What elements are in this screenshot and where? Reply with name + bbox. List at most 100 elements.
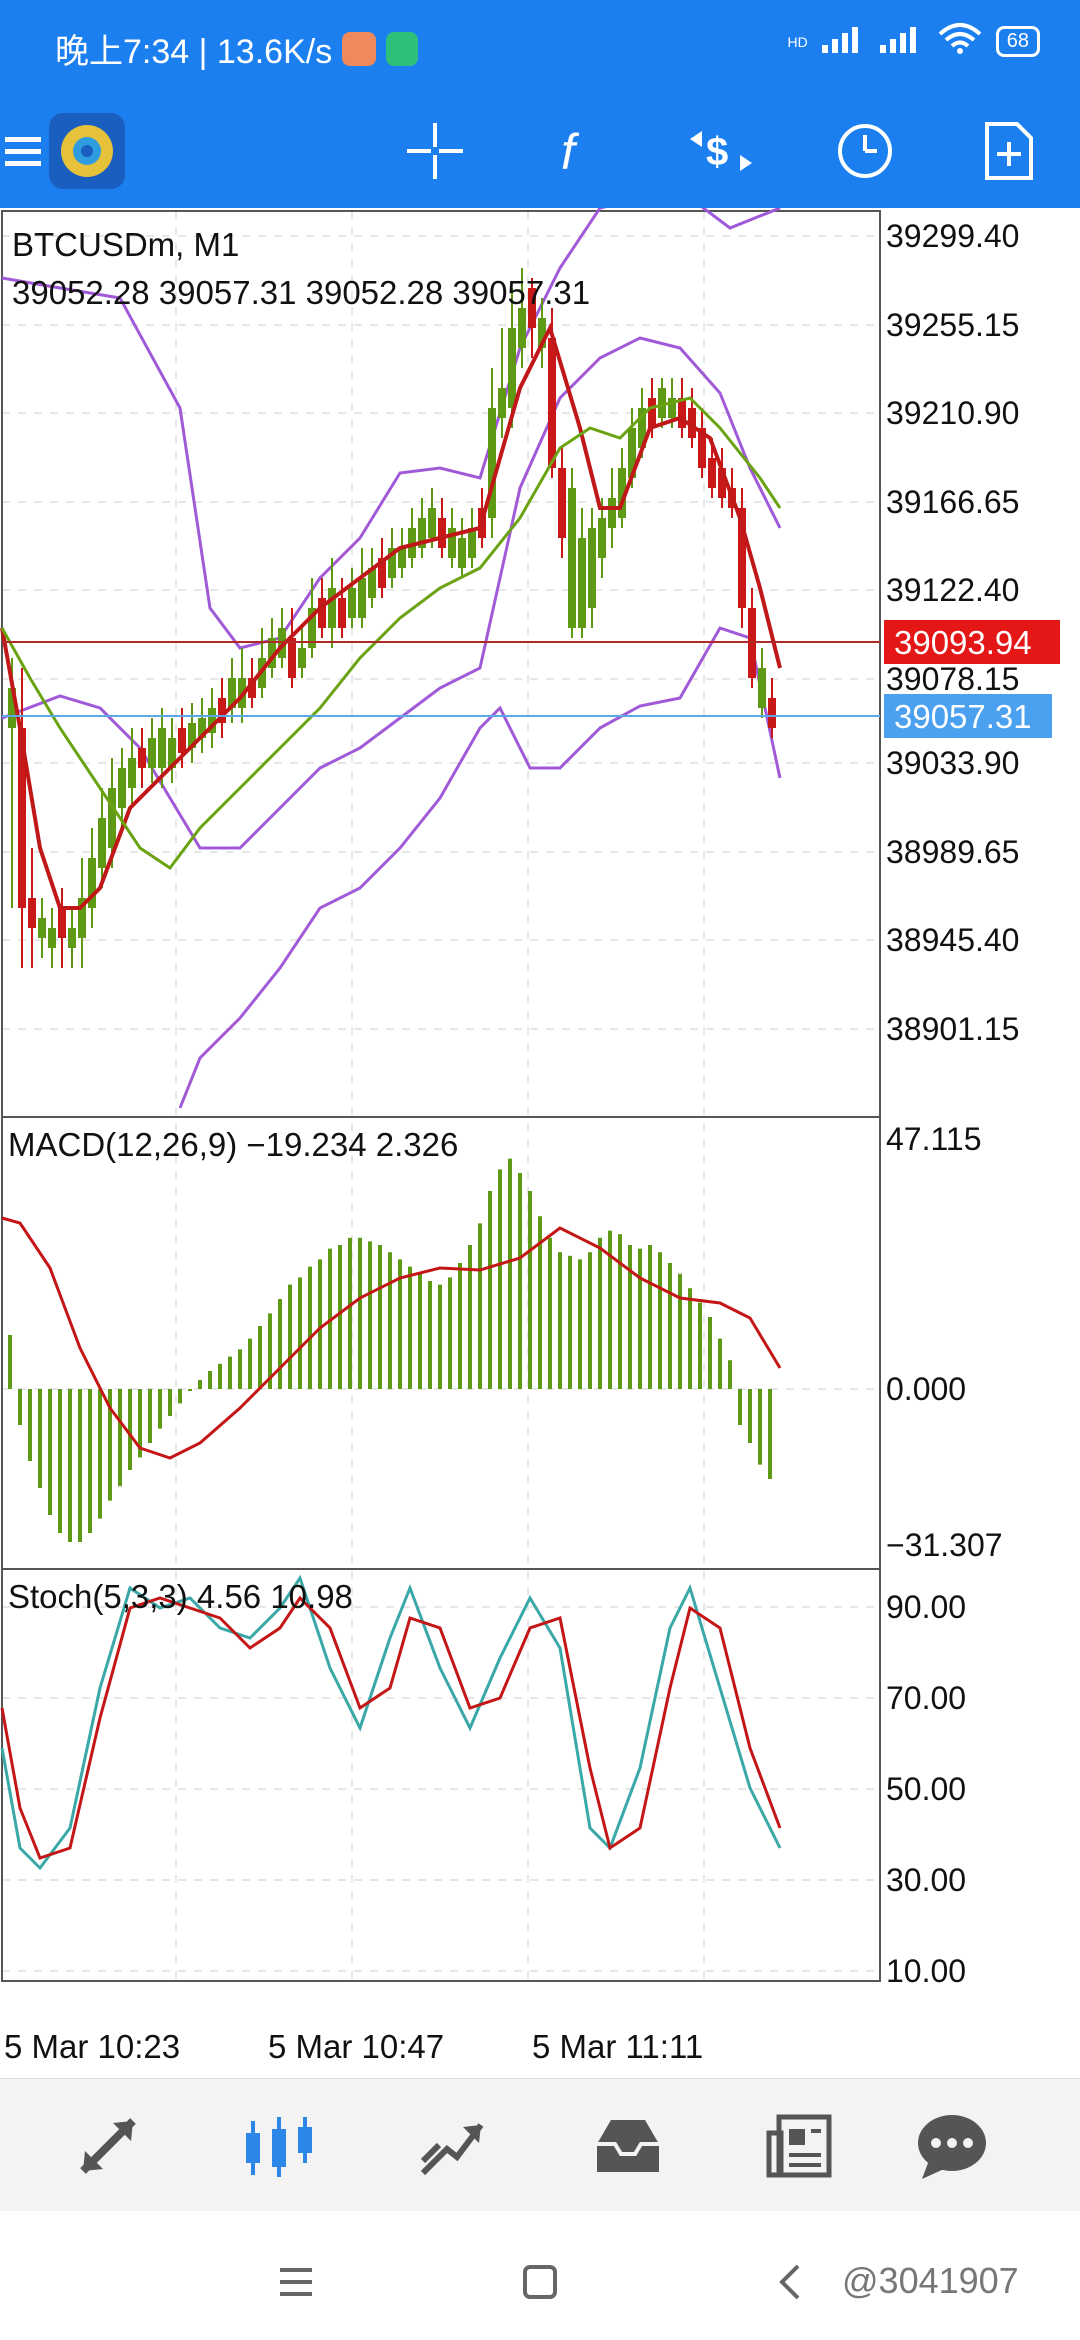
macd-bar [368,1241,372,1389]
crosshair-icon[interactable] [390,106,480,196]
macd-bar [498,1169,502,1389]
macd-bar [718,1338,722,1389]
back-icon[interactable] [760,2252,820,2312]
candle-body [558,468,566,538]
history-icon[interactable] [578,2101,678,2191]
macd-bar [608,1230,612,1389]
menu-icon[interactable] [0,106,70,196]
bid-price-badge [884,694,1052,738]
clock-icon[interactable] [820,106,910,196]
macd-signal-line [1,1216,782,1460]
hd-signal-icon: HD [787,33,808,50]
macd-bar [268,1313,272,1389]
candle-body [328,588,336,628]
macd-bar [108,1389,112,1501]
macd-bar [698,1302,702,1389]
app-notification-icon [342,31,377,66]
trade-icon[interactable]: $ [676,106,766,196]
stoch-axis: 90.00 70.00 50.00 30.00 10.00 [886,1589,966,1989]
chart-area[interactable]: 39299.40 39255.15 39210.90 39166.65 3912… [0,196,1080,2070]
macd-bar [618,1234,622,1389]
function-icon[interactable]: f [532,106,622,196]
stoch-panel-border [1,1568,881,1982]
macd-bar [138,1389,142,1458]
macd-bar [438,1284,442,1389]
macd-tick: 0.000 [886,1371,966,1407]
news-icon[interactable] [750,2101,850,2191]
quotes-icon[interactable] [58,2101,158,2191]
candle-body [8,688,16,728]
candle-body [488,408,496,518]
status-bar: 晚上7:34 | 13.6K/s HD 68 [0,0,1080,96]
macd-bar [708,1317,712,1389]
candle-body [718,468,726,498]
macd-bar [588,1252,592,1389]
candle-body [498,388,506,418]
macd-bar [348,1237,352,1389]
candle-body [738,508,746,608]
macd-bar [488,1191,492,1389]
candle-body [38,918,46,938]
stoch-k-line [0,1574,782,1871]
chart-icon[interactable] [230,2101,330,2191]
macd-axis: 47.115 0.000 −31.307 [886,1121,1003,1563]
chat-icon[interactable] [902,2101,1002,2191]
candle-body [98,818,106,868]
macd-bar [238,1349,242,1389]
macd-bar [558,1252,562,1389]
macd-bar [88,1389,92,1533]
stoch-label: Stoch(5,3,3) 4.56 10.98 [8,1578,353,1615]
macd-bar [158,1389,162,1429]
trade-icon[interactable] [402,2101,502,2191]
candle-body [588,528,596,608]
recents-icon[interactable] [266,2252,326,2312]
candle-body [578,538,586,628]
battery-icon: 68 [995,26,1040,57]
candle-body [758,668,766,708]
status-time: 晚上7:34 | 13.6K/s [55,33,333,71]
macd-bar [228,1356,232,1389]
ohlc-label: 39052.28 39057.31 39052.28 39057.31 [12,274,590,311]
candle-body [158,728,166,768]
candle-body [128,758,136,788]
price-tick: 39210.90 [886,395,1019,431]
macd-bar [668,1263,672,1389]
macd-bar [598,1237,602,1389]
macd-bar [178,1389,182,1404]
candle-body [438,518,446,548]
price-tick: 39033.90 [886,745,1019,781]
new-document-icon[interactable] [964,106,1054,196]
macd-bar [98,1389,102,1519]
macd-histogram [8,1158,772,1542]
candle-body [648,398,656,428]
candle-body [418,518,426,548]
stoch-tick: 90.00 [886,1589,966,1625]
ma-slow [0,396,782,871]
macd-bar [408,1266,412,1389]
price-tick: 39255.15 [886,307,1019,343]
macd-bar [508,1158,512,1389]
signal-2-icon [879,23,924,60]
macd-bar [298,1277,302,1389]
macd-bar [78,1389,82,1542]
home-icon[interactable] [510,2252,570,2312]
macd-bar [568,1255,572,1389]
candle-body [48,928,56,948]
candle-body [458,538,466,568]
candle-body [88,858,96,908]
bid-price-label: 39057.31 [894,698,1032,735]
candle-body [18,728,26,908]
macd-bar [218,1363,222,1389]
candle-body [78,898,86,938]
chart-svg[interactable]: 39299.40 39255.15 39210.90 39166.65 3912… [0,196,1080,2070]
candle-body [168,738,176,768]
symbol-label: BTCUSDm, M1 [12,226,239,263]
macd-bar [638,1248,642,1389]
macd-bar [458,1263,462,1389]
macd-bar [418,1273,422,1389]
candle-body [538,318,546,348]
candle-body [338,598,346,628]
candle-body [198,718,206,738]
stoch-tick: 70.00 [886,1680,966,1716]
bollinger-bands [1,196,782,1109]
